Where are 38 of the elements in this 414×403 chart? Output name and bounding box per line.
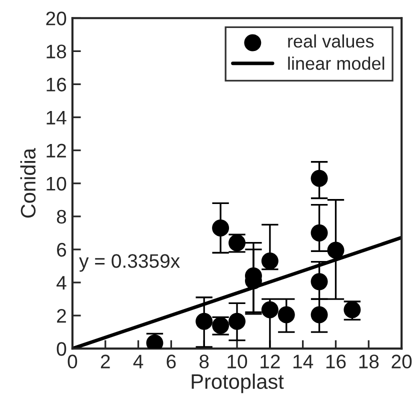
point	[196, 312, 213, 330]
y-tick-label: 6	[57, 242, 66, 257]
point	[327, 242, 344, 259]
x-axis-title: Protoplast	[192, 374, 284, 394]
legend-label: linear model	[288, 56, 384, 70]
y-tick-label: 4	[56, 276, 66, 290]
point	[228, 312, 246, 330]
point	[310, 273, 328, 290]
y-tick-label: 2	[57, 309, 66, 323]
point	[310, 170, 328, 187]
y-tick-label: 12	[46, 144, 66, 158]
point	[310, 224, 328, 242]
y-tick-label: 16	[46, 78, 66, 92]
annotation: y = 0.3359x	[79, 254, 180, 272]
x-tick-label: 12	[260, 354, 280, 368]
x-tick-label: 16	[326, 354, 346, 368]
y-tick-label: 0	[56, 342, 66, 356]
y-tick-label: 14	[46, 110, 66, 124]
x-tick-label: 8	[200, 354, 209, 368]
x-tick-label: 4	[133, 354, 144, 368]
x-tick-label: 20	[392, 354, 412, 368]
point	[278, 306, 295, 324]
y-tick-label: 20	[46, 12, 66, 26]
x-tick-label: 2	[100, 354, 110, 368]
x-tick-label: 6	[166, 354, 176, 368]
point	[212, 219, 230, 236]
y-tick-label: 8	[56, 210, 66, 224]
y-axis-title: Conidia	[20, 148, 36, 218]
x-tick-label: 10	[228, 354, 248, 368]
point	[261, 252, 278, 270]
point	[310, 306, 328, 324]
point	[261, 301, 278, 318]
y-tick-label: 10	[46, 176, 66, 191]
y-tick-label: 18	[46, 44, 66, 58]
legend-label: real values	[288, 34, 374, 48]
x-tick-label: 0	[68, 354, 78, 368]
x-tick-label: 14	[294, 354, 314, 368]
x-tick-label: 18	[359, 354, 379, 368]
